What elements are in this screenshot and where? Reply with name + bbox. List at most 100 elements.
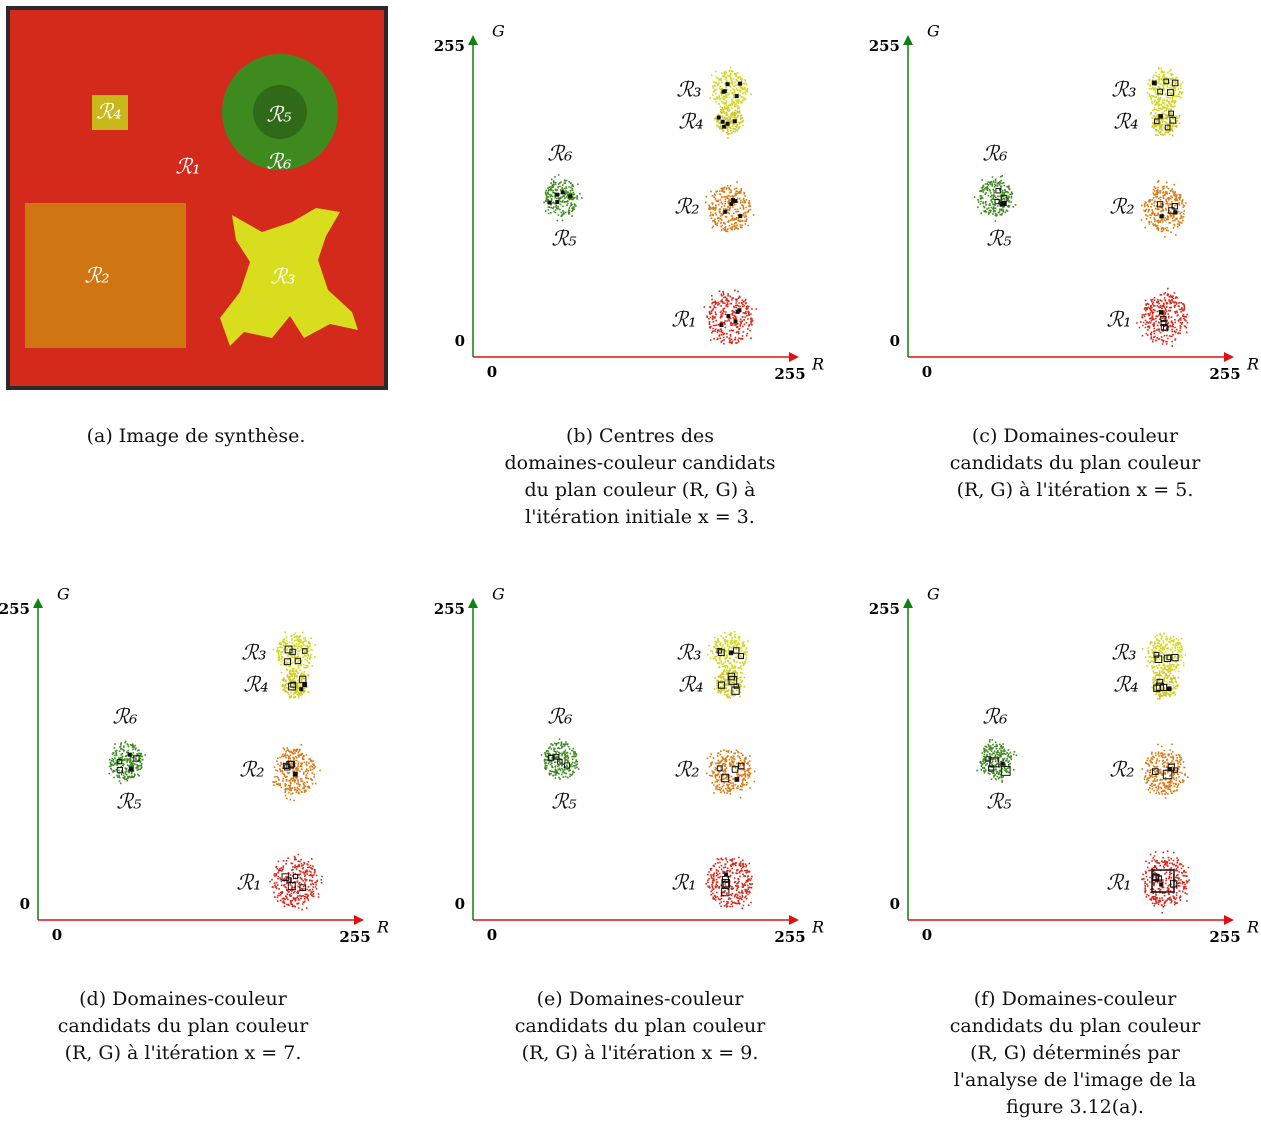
y-axis-label: G [492,585,505,604]
caption-line: du plan couleur (R, G) à [524,479,755,501]
candidate-domain [299,687,304,692]
color-cluster [1146,67,1184,112]
color-cluster [1151,665,1180,700]
candidate-domain [721,879,731,888]
candidate-domain [547,754,554,761]
color-cluster [1136,287,1189,347]
candidate-domain [301,648,308,654]
candidate-domain [563,762,570,769]
y-tick-label: 255 [0,600,30,618]
candidate-domain [724,872,729,877]
caption-line: (R, G) à l'itération x = 5. [957,479,1194,501]
caption-line: (c) Domaines-couleur [972,425,1179,447]
candidate-domain [288,682,296,691]
candidate-domain [1152,768,1159,775]
rg-plot: R G 0 255 0 255 ℛ₁ ℛ₂ ℛ₃ ℛ₄ ℛ₅ ℛ₆ [869,22,1259,384]
candidate-domain [292,771,298,777]
y-tick-label: 0 [20,895,30,913]
candidate-domain [1152,874,1160,882]
y-arrow [903,35,913,45]
candidate-domain [995,187,1001,194]
region-label: ℛ₁ [1106,308,1131,332]
caption-line: l'itération initiale x = 3. [525,506,755,528]
color-cluster [1140,180,1187,238]
candidate-domain [556,758,563,765]
x-tick-label: 255 [1209,928,1240,946]
region-label: ℛ₁ [671,308,696,332]
candidate-domain [1000,195,1008,202]
region-label: ℛ₃ [1111,641,1136,665]
region-label: ℛ₁ [671,871,696,895]
candidate-domain [719,322,724,327]
region-label: ℛ₅ [116,790,142,814]
caption-line: figure 3.12(a). [1006,1096,1144,1118]
candidate-domain [723,209,728,214]
caption-line: (R, G) déterminés par [970,1042,1181,1064]
candidate-domain [1164,124,1171,131]
y-tick-label: 0 [890,332,900,350]
candidate-domain [1168,110,1174,117]
x-axis-label: R [1246,918,1259,937]
candidate-domain [731,766,739,773]
caption-line: candidats du plan couleur [950,1015,1202,1037]
x-tick-label: 0 [52,926,62,944]
x-arrow [789,352,799,362]
region-label: ℛ₄ [1113,110,1138,134]
candidate-domain [737,762,745,770]
caption-line: (e) Domaines-couleur [537,988,745,1010]
caption-line: (a) Image de synthèse. [87,425,306,447]
candidate-domain [1163,654,1172,663]
candidate-domain [116,767,123,774]
region-label: ℛ₆ [982,705,1008,729]
candidate-domain [732,119,737,124]
region-square [92,95,128,130]
candidate-domain [1151,80,1157,86]
candidate-domain [1163,78,1170,85]
candidate-domain [299,675,307,683]
candidate-domain [721,888,730,897]
candidate-domain [116,758,123,765]
candidate-domain [734,94,739,99]
y-axis-label: G [57,585,70,604]
region-label: ℛ₃ [676,641,701,665]
candidate-domain [717,681,726,689]
region-label: ℛ₂ [1109,195,1134,219]
color-cluster [973,175,1017,222]
candidate-domain [547,200,552,205]
candidate-domain [1157,88,1164,95]
color-cluster [1150,104,1181,137]
candidate-domain [1158,310,1164,315]
candidate-domain [728,650,734,655]
candidate-domain [292,874,299,880]
region-label: ℛ₃ [270,265,295,289]
candidate-domain [1160,324,1168,331]
x-tick-label: 0 [922,363,932,381]
caption-line: (R, G) à l'itération x = 9. [522,1042,759,1064]
region-blob [220,208,358,346]
x-tick-label: 0 [487,363,497,381]
candidate-domain [985,756,991,762]
y-axis-label: G [927,22,940,41]
color-cluster [703,289,758,345]
synthetic-image [6,6,388,390]
candidate-domain [555,192,560,197]
x-tick-label: 255 [339,928,370,946]
region-label: ℛ₆ [266,150,292,174]
caption-line: (R, G) à l'itération x = 7. [65,1042,302,1064]
region-square [25,203,186,348]
rg-plot: R G 0 255 0 255 ℛ₁ ℛ₂ ℛ₃ ℛ₄ ℛ₅ ℛ₆ [434,585,824,947]
region-label: ℛ₅ [266,103,292,127]
region-label: ℛ₂ [674,195,699,219]
candidate-domain [1151,869,1175,893]
rg-plot: R G 0 255 0 255 ℛ₁ ℛ₂ ℛ₃ ℛ₄ ℛ₅ ℛ₆ [434,22,824,384]
region-label: ℛ₂ [84,264,109,288]
x-axis-label: R [811,355,824,374]
candidate-domain [722,89,727,94]
x-axis-label: R [1246,355,1259,374]
candidate-domain [133,755,140,762]
candidate-domain [738,214,743,219]
candidate-domain [1159,214,1164,219]
y-arrow [33,598,43,608]
candidate-domain [1160,315,1167,323]
candidate-domain [1159,882,1164,887]
